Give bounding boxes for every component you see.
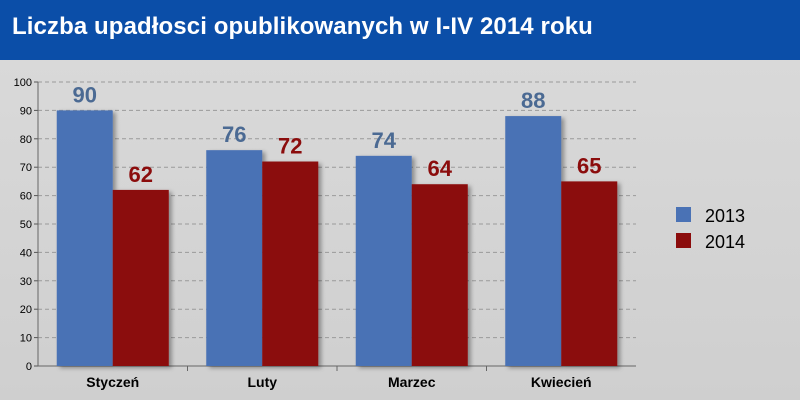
y-tick-label: 90	[20, 105, 32, 117]
bar-2014	[262, 161, 319, 366]
bar-2014	[561, 181, 618, 366]
bars	[56, 110, 618, 367]
y-tick-label: 10	[20, 333, 32, 345]
data-label-2014: 64	[428, 156, 453, 181]
legend-label-2014: 2014	[705, 232, 745, 252]
x-tick-label: Kwiecień	[531, 374, 592, 390]
data-label-2013: 76	[222, 122, 246, 147]
y-tick-label: 60	[20, 191, 32, 203]
y-tick-label: 70	[20, 162, 32, 174]
bar-2013	[206, 150, 263, 366]
bar-2014	[112, 189, 169, 366]
y-tick-label: 30	[20, 276, 32, 288]
data-labels: 90 62 76 72 74 64 88 65	[73, 82, 602, 187]
bar-2013	[505, 116, 562, 366]
y-tick-label: 0	[26, 361, 32, 373]
y-tick-label: 50	[20, 219, 32, 231]
bar-2013	[56, 110, 113, 367]
bar-2014	[411, 184, 468, 366]
bar-2013	[355, 155, 412, 366]
legend-swatch-2014	[676, 233, 691, 248]
y-tick-label: 20	[20, 304, 32, 316]
x-tick-label: Marzec	[388, 374, 436, 390]
data-label-2014: 62	[129, 162, 153, 187]
legend-swatch-2013	[676, 207, 691, 222]
chart-header: Liczba upadłosci opublikowanych w I-IV 2…	[0, 0, 800, 60]
chart-title: Liczba upadłosci opublikowanych w I-IV 2…	[12, 13, 593, 40]
y-tick-label: 100	[14, 77, 32, 89]
legend-label-2013: 2013	[705, 206, 745, 226]
y-tick-label: 80	[20, 134, 32, 146]
x-tick-label: Luty	[247, 374, 277, 390]
data-label-2013: 88	[521, 88, 545, 113]
data-label-2014: 65	[577, 153, 601, 178]
data-label-2014: 72	[278, 134, 302, 159]
data-label-2013: 90	[73, 82, 97, 107]
data-label-2013: 74	[372, 128, 397, 153]
y-tick-label: 40	[20, 247, 32, 259]
legend: 2013 2014	[676, 206, 745, 252]
x-tick-label: Styczeń	[86, 374, 139, 390]
